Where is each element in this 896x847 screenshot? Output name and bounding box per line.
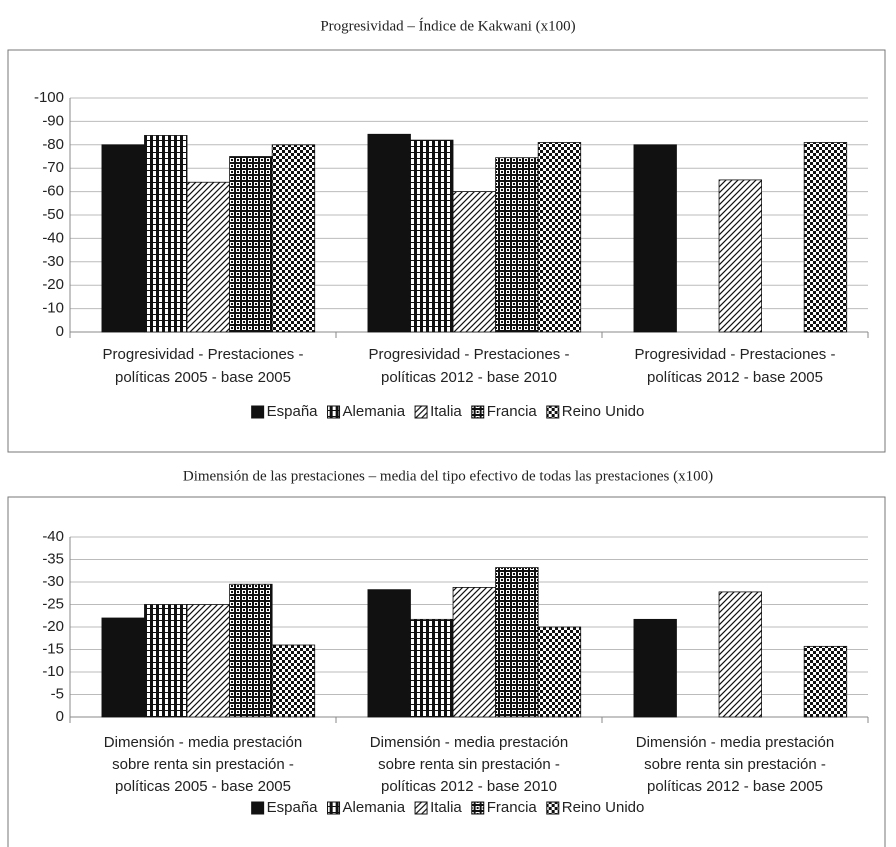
bar — [633, 144, 677, 333]
x-tick-label: políticas 2012 - base 2010 — [381, 778, 557, 795]
y-tick-label: -100 — [34, 89, 64, 106]
legend: España Alemania Italia Francia Reino Unido — [251, 403, 645, 420]
bar — [633, 618, 677, 718]
y-tick-label: -10 — [42, 300, 64, 317]
legend-label: Alemania — [343, 403, 406, 420]
bar — [271, 144, 316, 333]
chart-frame — [7, 496, 886, 847]
bar — [537, 626, 582, 718]
y-tick-label: -15 — [42, 640, 64, 657]
chart-title: Progresividad – Índice de Kakwani (x100) — [320, 17, 575, 34]
bar — [271, 644, 316, 718]
y-tick-label: -40 — [42, 229, 64, 246]
legend-label: Italia — [430, 799, 462, 816]
legend-swatch — [251, 801, 265, 815]
bar — [537, 142, 582, 333]
bar — [495, 157, 539, 333]
bar — [229, 583, 273, 718]
bar — [410, 618, 454, 718]
legend-label: España — [267, 799, 319, 816]
y-tick-label: -25 — [42, 595, 64, 612]
y-tick-label: -30 — [42, 573, 64, 590]
y-tick-label: -5 — [51, 685, 64, 702]
bar — [452, 191, 497, 333]
y-tick-label: -10 — [42, 663, 64, 680]
y-tick-label: -30 — [42, 253, 64, 270]
legend-swatch — [471, 801, 485, 815]
bar — [452, 587, 497, 718]
y-tick-label: -20 — [42, 618, 64, 635]
x-tick-label: políticas 2012 - base 2005 — [647, 369, 823, 386]
x-tick-label: sobre renta sin prestación - — [378, 756, 560, 773]
y-tick-label: -35 — [42, 550, 64, 567]
chart-title: Dimensión de las prestaciones – media de… — [183, 468, 713, 484]
legend-label: Francia — [487, 403, 538, 420]
x-tick-label: sobre renta sin prestación - — [644, 756, 826, 773]
bar — [101, 617, 145, 718]
bar — [144, 135, 188, 333]
bar — [144, 604, 188, 718]
x-tick-label: políticas 2005 - base 2005 — [115, 369, 291, 386]
y-tick-label: 0 — [56, 323, 64, 340]
bar — [367, 133, 411, 333]
y-tick-label: -80 — [42, 136, 64, 153]
legend-swatch — [546, 405, 560, 419]
legend-label: Alemania — [343, 799, 406, 816]
bar — [803, 645, 848, 718]
legend-label: Italia — [430, 403, 462, 420]
bar — [803, 142, 848, 333]
x-tick-label: Dimensión - media prestación — [104, 734, 302, 751]
y-tick-label: -60 — [42, 183, 64, 200]
x-tick-label: Dimensión - media prestación — [636, 734, 834, 751]
bar — [718, 591, 762, 718]
bar — [101, 144, 145, 333]
x-tick-label: Dimensión - media prestación — [370, 734, 568, 751]
x-tick-label: Progresividad - Prestaciones - — [369, 346, 570, 363]
bar — [410, 139, 454, 333]
legend-swatch — [546, 801, 560, 815]
legend-label: España — [267, 403, 319, 420]
x-tick-label: sobre renta sin prestación - — [112, 756, 294, 773]
x-tick-label: Progresividad - Prestaciones - — [635, 346, 836, 363]
bar — [186, 604, 230, 718]
y-tick-label: -40 — [42, 528, 64, 545]
y-tick-label: -20 — [42, 276, 64, 293]
bar — [229, 156, 273, 333]
legend-swatch — [251, 405, 265, 419]
x-tick-label: Progresividad - Prestaciones - — [103, 346, 304, 363]
legend-label: Reino Unido — [562, 799, 645, 816]
x-tick-label: políticas 2012 - base 2010 — [381, 369, 557, 386]
legend-swatch — [471, 405, 485, 419]
legend-swatch — [414, 801, 428, 815]
y-tick-label: -90 — [42, 112, 64, 129]
bar — [495, 567, 539, 718]
legend-swatch — [327, 405, 341, 419]
legend-label: Reino Unido — [562, 403, 645, 420]
legend-swatch — [327, 801, 341, 815]
y-tick-label: -70 — [42, 159, 64, 176]
y-tick-label: -50 — [42, 206, 64, 223]
legend-swatch — [414, 405, 428, 419]
legend-label: Francia — [487, 799, 538, 816]
x-tick-label: políticas 2012 - base 2005 — [647, 778, 823, 795]
chart-frame — [7, 49, 886, 453]
y-tick-label: 0 — [56, 708, 64, 725]
bar — [367, 589, 411, 718]
bar — [186, 181, 230, 333]
legend: España Alemania Italia Francia Reino Unido — [251, 799, 645, 816]
x-tick-label: políticas 2005 - base 2005 — [115, 778, 291, 795]
bar — [718, 179, 762, 333]
